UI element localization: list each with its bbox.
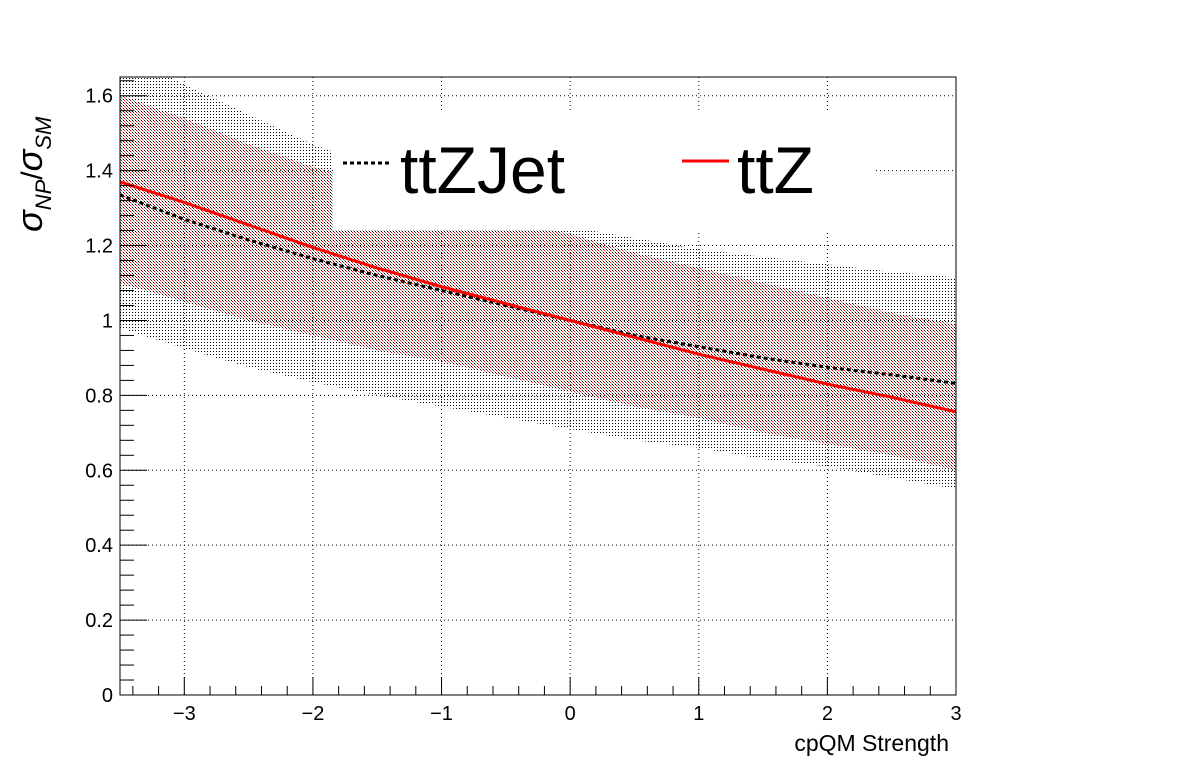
x-tick-labels: −3 −2 −1 0 1 2 3 (173, 703, 962, 725)
x-axis-title: cpQM Strength (794, 730, 949, 756)
band-ttz (120, 95, 956, 471)
x-tick-label: 3 (950, 703, 961, 725)
y-tick-label: 0.2 (85, 610, 113, 632)
axis-ticks (120, 80, 957, 696)
y-tick-label: 1 (102, 310, 113, 332)
legend-label-ttzjet: ttZJet (400, 133, 565, 207)
y-tick-label: 0 (102, 685, 113, 707)
y-tick-labels: 0 0.2 0.4 0.6 0.8 1 1.2 1.4 1.6 (85, 86, 113, 707)
legend-label-ttz: ttZ (737, 133, 814, 207)
y-title-sigma-sm: σ (9, 148, 50, 171)
y-tick-label: 1.6 (85, 86, 113, 108)
y-title-np-sub: NP (31, 179, 56, 210)
x-tick-label: 1 (693, 703, 704, 725)
y-tick-label: 1.2 (85, 236, 113, 258)
y-tick-label: 0.6 (85, 460, 113, 482)
x-tick-label: −3 (173, 703, 196, 725)
legend-box (333, 111, 873, 230)
y-tick-label: 1.4 (85, 161, 113, 183)
x-tick-label: −1 (430, 703, 453, 725)
x-tick-label: 0 (565, 703, 576, 725)
y-tick-label: 0.8 (85, 385, 113, 407)
y-title-slash: / (16, 171, 49, 180)
series-line-ttz (120, 180, 956, 414)
y-axis-title-text: σNP/σSM (9, 116, 56, 232)
x-tick-label: −2 (302, 703, 325, 725)
series-lines (120, 180, 956, 414)
y-title-sigma-np: σ (9, 209, 50, 232)
y-title-sm-sub: SM (31, 116, 56, 150)
uncertainty-bands (120, 77, 956, 489)
y-axis-title: σNP/σSM (9, 116, 56, 232)
x-tick-label: 2 (822, 703, 833, 725)
plot-frame (119, 76, 957, 696)
y-tick-label: 0.4 (85, 535, 113, 557)
